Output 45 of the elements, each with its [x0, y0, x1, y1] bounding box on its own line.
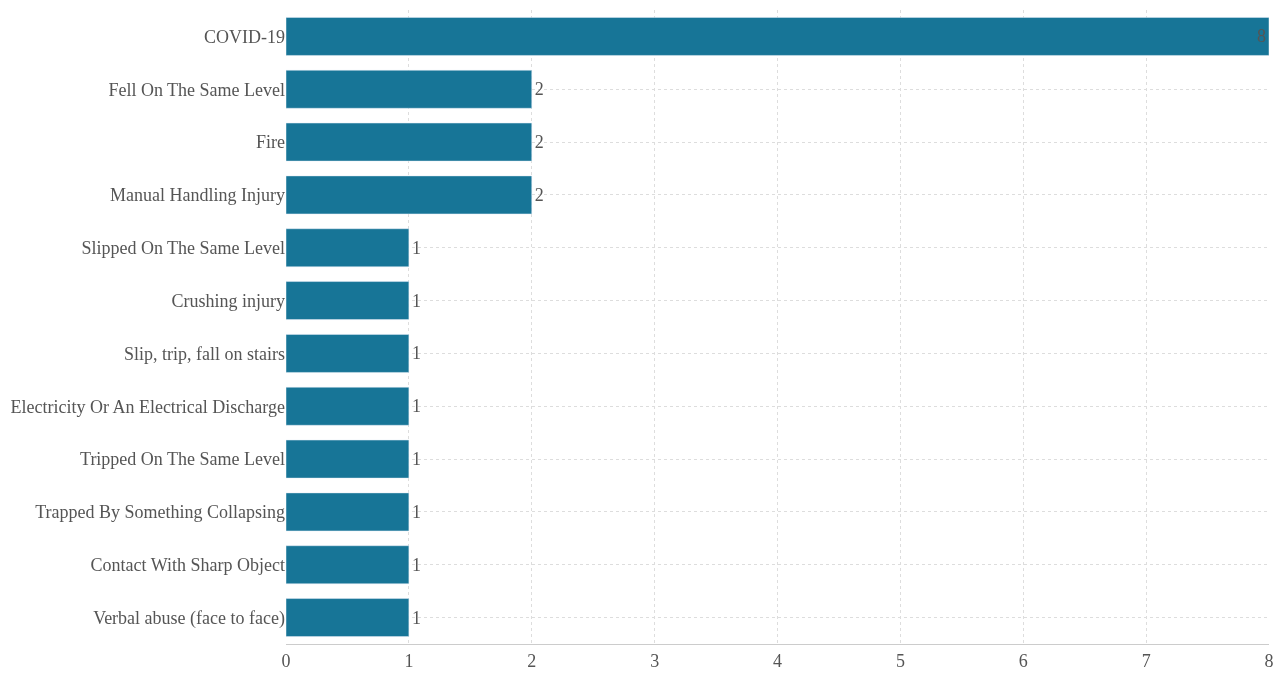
bar — [286, 17, 1269, 56]
bar — [286, 122, 532, 162]
y-tick-label: Fire — [256, 132, 286, 153]
y-tick-label: Slipped On The Same Level — [81, 238, 285, 259]
data-label: 1 — [411, 501, 421, 522]
data-label: 1 — [411, 396, 421, 417]
data-label: 1 — [411, 607, 421, 628]
x-tick-label: 3 — [650, 650, 660, 671]
bar — [286, 175, 532, 215]
x-tick-label: 2 — [527, 650, 537, 671]
x-tick-label: 1 — [404, 650, 414, 671]
y-tick-label: Contact With Sharp Object — [90, 555, 285, 576]
y-tick-label: Verbal abuse (face to face) — [93, 607, 285, 629]
data-label: 1 — [411, 554, 421, 575]
x-tick-label: 0 — [281, 650, 291, 671]
y-tick-label: Manual Handling Injury — [110, 185, 285, 206]
y-tick-label: Electricity Or An Electrical Discharge — [10, 396, 285, 417]
data-label: 1 — [411, 449, 421, 470]
x-tick-label: 8 — [1264, 650, 1274, 671]
bar — [286, 281, 410, 320]
x-tick-label: 7 — [1141, 650, 1151, 671]
x-tick-label: 5 — [895, 650, 905, 671]
data-label: 2 — [534, 132, 544, 153]
bar — [286, 386, 410, 426]
y-tick-label: Fell On The Same Level — [108, 79, 285, 100]
y-tick-label: Tripped On The Same Level — [80, 449, 285, 470]
data-label: 1 — [411, 343, 421, 364]
y-tick-label: COVID-19 — [204, 26, 285, 47]
data-label: 2 — [534, 79, 544, 100]
bar — [286, 598, 410, 637]
bar — [286, 334, 410, 373]
bar — [286, 492, 410, 532]
bar — [286, 69, 532, 109]
bar — [286, 228, 410, 268]
y-tick-label: Slip, trip, fall on stairs — [124, 343, 285, 364]
bar — [286, 439, 410, 479]
data-label: 1 — [411, 290, 421, 311]
data-label: 2 — [534, 184, 544, 205]
y-tick-label: Trapped By Something Collapsing — [35, 502, 285, 523]
x-tick-label: 6 — [1018, 650, 1028, 671]
bar — [286, 545, 410, 585]
y-tick-label: Crushing injury — [171, 290, 285, 311]
data-label: 1 — [411, 237, 421, 258]
x-tick-label: 4 — [773, 650, 782, 671]
data-label: 8 — [1257, 26, 1266, 47]
